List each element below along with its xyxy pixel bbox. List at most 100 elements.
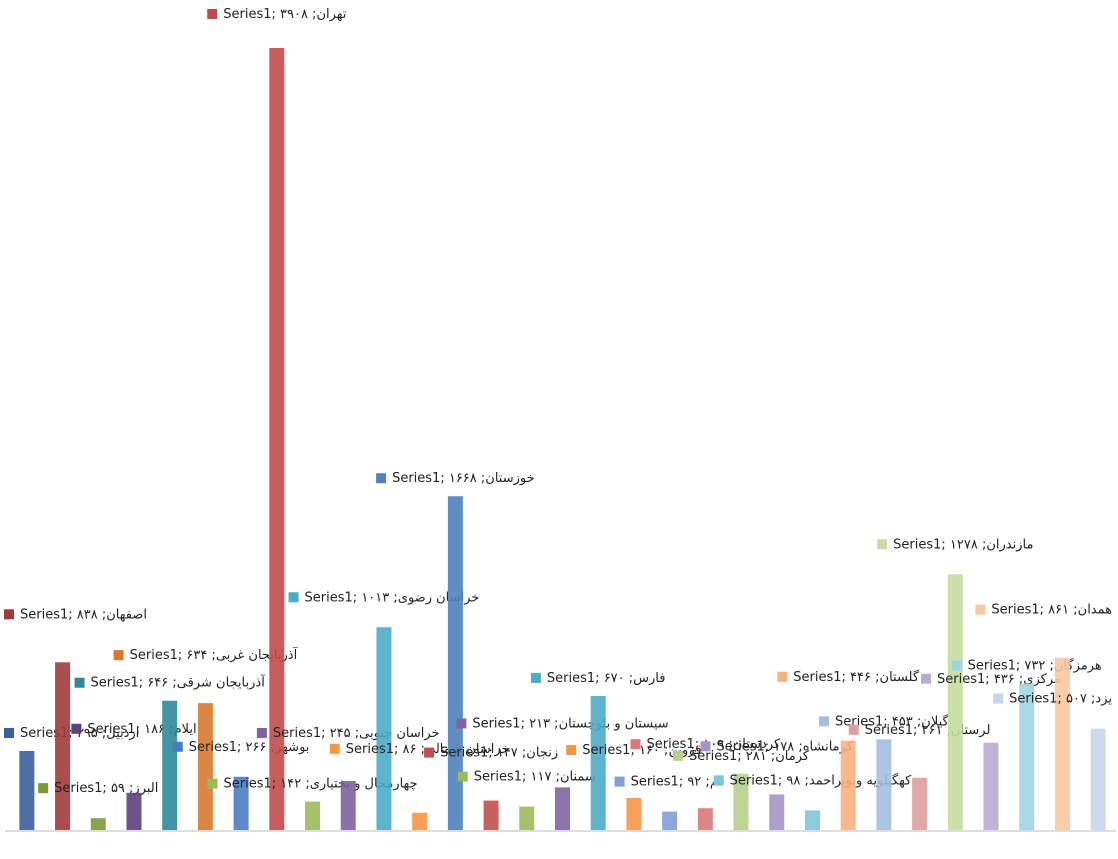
label-series: Series1: [189, 739, 237, 754]
label-series: Series1: [91, 675, 139, 690]
label-separator: ;: [272, 776, 281, 791]
label-marker: [921, 674, 931, 684]
bar: [55, 662, 70, 830]
label-series: Series1: [440, 745, 488, 760]
data-label-text: گلستان; Series1; ۴۴۶: [793, 668, 920, 684]
data-label-text: مازندران; Series1; ۱۲۷۸: [893, 537, 1033, 552]
label-series: Series1: [968, 658, 1016, 673]
label-marker: [952, 661, 962, 671]
label-category: مازندران: [986, 537, 1033, 552]
label-separator: ;: [353, 590, 362, 605]
data-label-text: اصفهان; Series1; ۸۳۸: [20, 607, 147, 622]
label-value: ۲۱۳: [529, 716, 550, 731]
bar: [376, 627, 391, 830]
label-value: ۱۲۷۸: [950, 537, 978, 552]
bar: [412, 813, 427, 830]
label-category: همدان: [1078, 602, 1112, 617]
label-value: ۹۸: [786, 773, 800, 788]
bar: [1091, 729, 1106, 830]
label-series: Series1: [631, 774, 679, 789]
label-value: ۹۲: [687, 774, 701, 789]
label-separator: ;: [308, 7, 317, 22]
label-separator: ;: [1057, 691, 1066, 706]
label-marker: [673, 751, 683, 761]
label-value: ۸۶: [403, 741, 417, 756]
label-marker: [173, 742, 183, 752]
label-value: ۸۳۸: [77, 607, 98, 622]
label-value: ۴۳۶: [994, 671, 1015, 686]
bar: [876, 739, 891, 830]
label-value: ۲۶۶: [246, 739, 267, 754]
label-marker: [849, 725, 859, 735]
bar: [1055, 658, 1070, 830]
data-label-text: هرمزگان; Series1; ۷۳۲: [968, 657, 1102, 673]
label-series: Series1: [717, 739, 765, 754]
label-marker: [207, 779, 217, 789]
label-value: ۱۴۲: [280, 776, 301, 791]
label-value: ۸۶۱: [1048, 602, 1069, 617]
label-separator: ;: [550, 716, 559, 731]
data-label: سیستان و بلوچستان; Series1; ۲۱۳: [456, 716, 668, 731]
label-category: خوزستان: [485, 471, 534, 486]
label-value: ۴۴۶: [850, 669, 871, 684]
bar: [305, 802, 320, 830]
label-value: ۱۴۷: [497, 745, 518, 760]
data-label-text: تهران; Series1; ۳۹۰۸: [223, 7, 347, 22]
bar: [769, 794, 784, 830]
label-separator: ;: [168, 675, 177, 690]
label-marker: [877, 539, 887, 549]
label-marker: [424, 748, 434, 758]
label-series: Series1: [730, 773, 778, 788]
bar: [948, 574, 963, 830]
label-marker: [71, 724, 81, 734]
label-marker: [777, 672, 787, 682]
bar: [591, 696, 606, 830]
label-separator: ;: [98, 607, 107, 622]
label-marker: [630, 739, 640, 749]
bar: [91, 818, 106, 830]
bar: [662, 812, 677, 830]
label-marker: [38, 783, 48, 793]
label-separator: ;: [842, 669, 851, 684]
bar: [626, 798, 641, 830]
label-category: خراسان جنوبی: [359, 725, 439, 740]
bar: [198, 703, 213, 830]
data-label-text: سمنان; Series1; ۱۱۷: [474, 769, 596, 784]
label-series: Series1: [223, 776, 271, 791]
label-separator: ;: [913, 722, 922, 737]
label-separator: ;: [595, 670, 604, 685]
data-label-text: کرمانشاه; Series1; ۱۷۸: [717, 739, 854, 754]
label-value: ۶۴۶: [147, 675, 168, 690]
data-label-text: همدان; Series1; ۸۶۱: [991, 602, 1112, 617]
label-separator: ;: [765, 739, 774, 754]
label-category: تهران: [316, 7, 346, 22]
label-marker: [701, 741, 711, 751]
label-category: یزد: [1095, 691, 1112, 706]
data-label: خراسان جنوبی; Series1; ۲۴۵: [257, 725, 440, 740]
data-label: خوزستان; Series1; ۱۶۶۸: [376, 471, 535, 486]
label-separator: ;: [794, 739, 803, 754]
label-separator: ;: [1016, 658, 1025, 673]
data-label: لرستان; Series1; ۲۶۱: [849, 722, 991, 737]
data-label: ایلام; Series1; ۱۸۶: [71, 721, 196, 736]
data-label: فارس; Series1; ۶۷۰: [531, 670, 666, 685]
label-marker: [257, 728, 267, 738]
label-value: ۱۰۱۳: [361, 590, 389, 605]
data-label-text: خوزستان; Series1; ۱۶۶۸: [392, 471, 535, 486]
data-label: قم; Series1; ۹۲: [615, 774, 725, 789]
label-separator: ;: [389, 590, 398, 605]
label-separator: ;: [522, 769, 531, 784]
data-label: اصفهان; Series1; ۸۳۸: [4, 607, 147, 622]
label-marker: [714, 775, 724, 785]
label-separator: ;: [941, 537, 950, 552]
label-value: ۲۶۱: [922, 722, 943, 737]
label-series: Series1: [474, 769, 522, 784]
label-separator: ;: [68, 607, 77, 622]
label-category: اصفهان: [106, 607, 147, 622]
label-separator: ;: [551, 769, 560, 784]
data-label: زنجان; Series1; ۱۴۷: [424, 745, 558, 760]
label-series: Series1: [793, 669, 841, 684]
bar: [162, 701, 177, 830]
data-label-text: لرستان; Series1; ۲۶۱: [865, 722, 991, 737]
label-separator: ;: [625, 670, 634, 685]
